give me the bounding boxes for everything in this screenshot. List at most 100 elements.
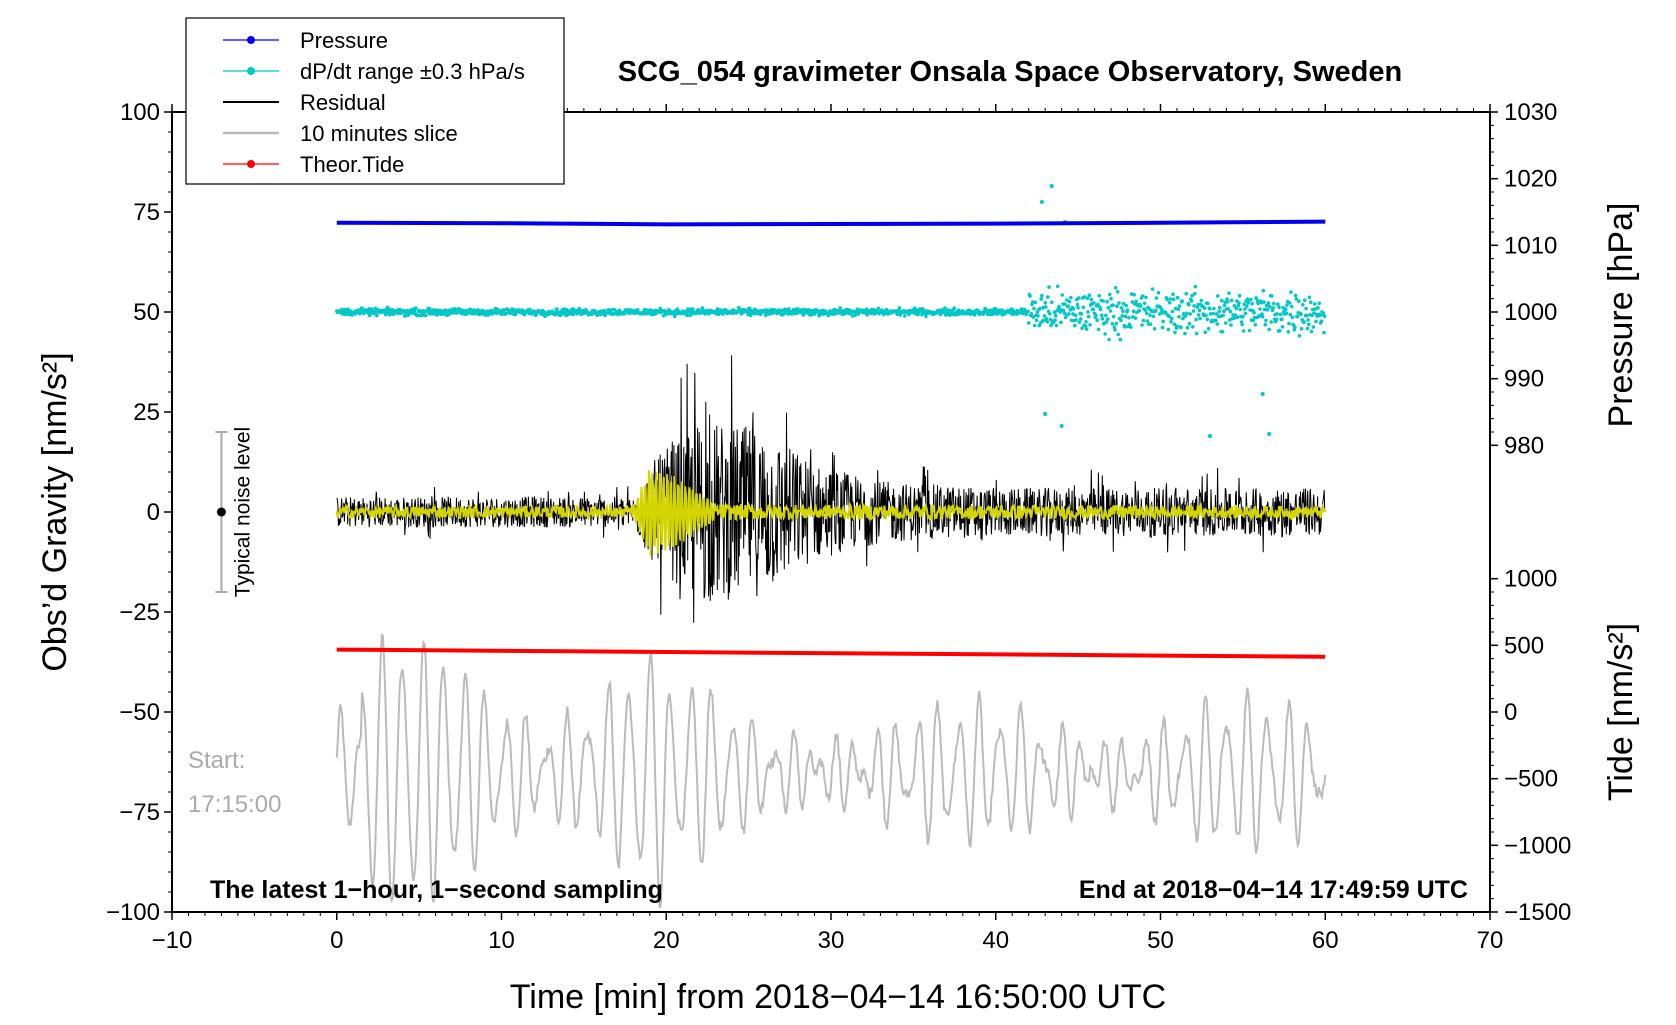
dpdt-point	[1123, 325, 1127, 329]
dpdt-point	[1046, 295, 1050, 299]
legend-label-pressure: Pressure	[300, 28, 388, 53]
dpdt-point	[1026, 321, 1031, 325]
dpdt-point	[1115, 290, 1120, 294]
dpdt-point	[1260, 314, 1265, 319]
dpdt-point	[414, 306, 418, 311]
dpdt-point	[1312, 311, 1316, 315]
dpdt-point	[612, 307, 616, 312]
dpdt-point	[748, 306, 752, 311]
dpdt-point	[1065, 298, 1069, 302]
dpdt-point	[1033, 300, 1038, 305]
dpdt-point	[1108, 309, 1113, 313]
dpdt-point	[367, 307, 371, 311]
dpdt-point	[1247, 328, 1252, 333]
dpdt-point	[1142, 301, 1147, 306]
sampling-note: The latest 1−hour, 1−second sampling	[210, 876, 663, 904]
dpdt-point	[1137, 309, 1142, 313]
dpdt-point	[1305, 326, 1310, 331]
dpdt-point	[1105, 299, 1109, 304]
dpdt-point	[943, 306, 947, 310]
y-left-tick-label: −75	[119, 799, 160, 826]
pressure-tick-label: 1000	[1504, 299, 1557, 326]
dpdt-point	[1032, 306, 1036, 311]
dpdt-point	[1185, 326, 1190, 330]
dpdt-outlier	[1059, 424, 1064, 428]
dpdt-point	[1104, 313, 1108, 318]
dpdt-point	[1069, 318, 1074, 323]
dpdt-point	[1140, 294, 1145, 298]
dpdt-point	[1257, 313, 1262, 318]
dpdt-point	[555, 307, 559, 311]
pressure-tick-label: 980	[1504, 432, 1544, 459]
dpdt-point	[1168, 297, 1173, 301]
residual-layer	[336, 355, 1326, 623]
dpdt-point	[1302, 320, 1306, 324]
dpdt-point	[1220, 330, 1225, 334]
dpdt-point	[1094, 313, 1098, 318]
dpdt-layer	[335, 184, 1327, 438]
dpdt-point	[1148, 322, 1153, 326]
dpdt-outlier	[1207, 434, 1212, 438]
dpdt-point	[1073, 313, 1078, 318]
dpdt-point	[1177, 315, 1181, 319]
dpdt-point	[1290, 315, 1295, 320]
dpdt-point	[1297, 299, 1301, 304]
dpdt-point	[1131, 309, 1136, 314]
dpdt-point	[1251, 318, 1256, 323]
x-tick-label: 10	[488, 927, 515, 954]
dpdt-point	[1309, 329, 1314, 334]
dpdt-point	[1181, 316, 1185, 321]
dpdt-point	[1095, 318, 1099, 323]
dpdt-point	[1039, 297, 1043, 301]
dpdt-point	[1322, 330, 1326, 335]
dpdt-point	[1053, 318, 1057, 322]
dpdt-point	[1188, 312, 1192, 316]
pressure-tick-label: 1020	[1504, 166, 1557, 193]
x-tick-label: 60	[1312, 927, 1339, 954]
dpdt-point	[1086, 314, 1091, 319]
dpdt-point	[1053, 313, 1058, 318]
end-time-note: End at 2018−04−14 17:49:59 UTC	[1079, 876, 1468, 904]
dpdt-point	[1101, 299, 1105, 303]
legend-entry-tide: Theor.Tide	[223, 152, 404, 177]
dpdt-point	[1216, 294, 1220, 298]
dpdt-point	[787, 307, 791, 311]
dpdt-point	[1191, 309, 1196, 313]
dpdt-point	[1097, 294, 1101, 298]
dpdt-point	[1237, 301, 1241, 305]
y-left-tick-label: 100	[120, 99, 160, 126]
dpdt-point	[838, 306, 842, 310]
dpdt-point	[1259, 301, 1264, 305]
y-left-tick-label: −50	[119, 699, 160, 726]
dpdt-point	[1262, 300, 1266, 304]
dpdt-point	[1040, 293, 1044, 298]
pressure-tick-label: 1010	[1504, 232, 1557, 259]
dpdt-point	[1082, 295, 1087, 299]
dpdt-point	[404, 314, 408, 318]
dpdt-point	[504, 311, 508, 316]
dpdt-point	[1145, 319, 1150, 323]
dpdt-point	[1075, 302, 1080, 307]
dpdt-point	[636, 308, 640, 312]
dpdt-point	[1104, 320, 1109, 324]
tide-tick-label: −1000	[1504, 832, 1571, 859]
dpdt-point	[1263, 322, 1268, 327]
tide-tick-label: 1000	[1504, 566, 1557, 593]
dpdt-point	[1048, 317, 1053, 322]
dpdt-point	[1066, 304, 1070, 308]
dpdt-point	[1240, 322, 1244, 327]
dpdt-point	[1295, 314, 1300, 319]
dpdt-point	[1220, 298, 1224, 303]
dpdt-point	[1074, 318, 1078, 322]
dpdt-point	[1133, 316, 1138, 320]
dpdt-point	[897, 306, 902, 310]
dpdt-point	[1287, 321, 1291, 326]
dpdt-point	[1267, 327, 1271, 332]
dpdt-point	[1223, 321, 1228, 325]
dpdt-point	[1221, 313, 1225, 318]
y-left-tick-label: −25	[119, 599, 160, 626]
legend-label-slice: 10 minutes slice	[300, 121, 458, 146]
dpdt-point	[1067, 312, 1071, 316]
dpdt-point	[1141, 318, 1146, 323]
